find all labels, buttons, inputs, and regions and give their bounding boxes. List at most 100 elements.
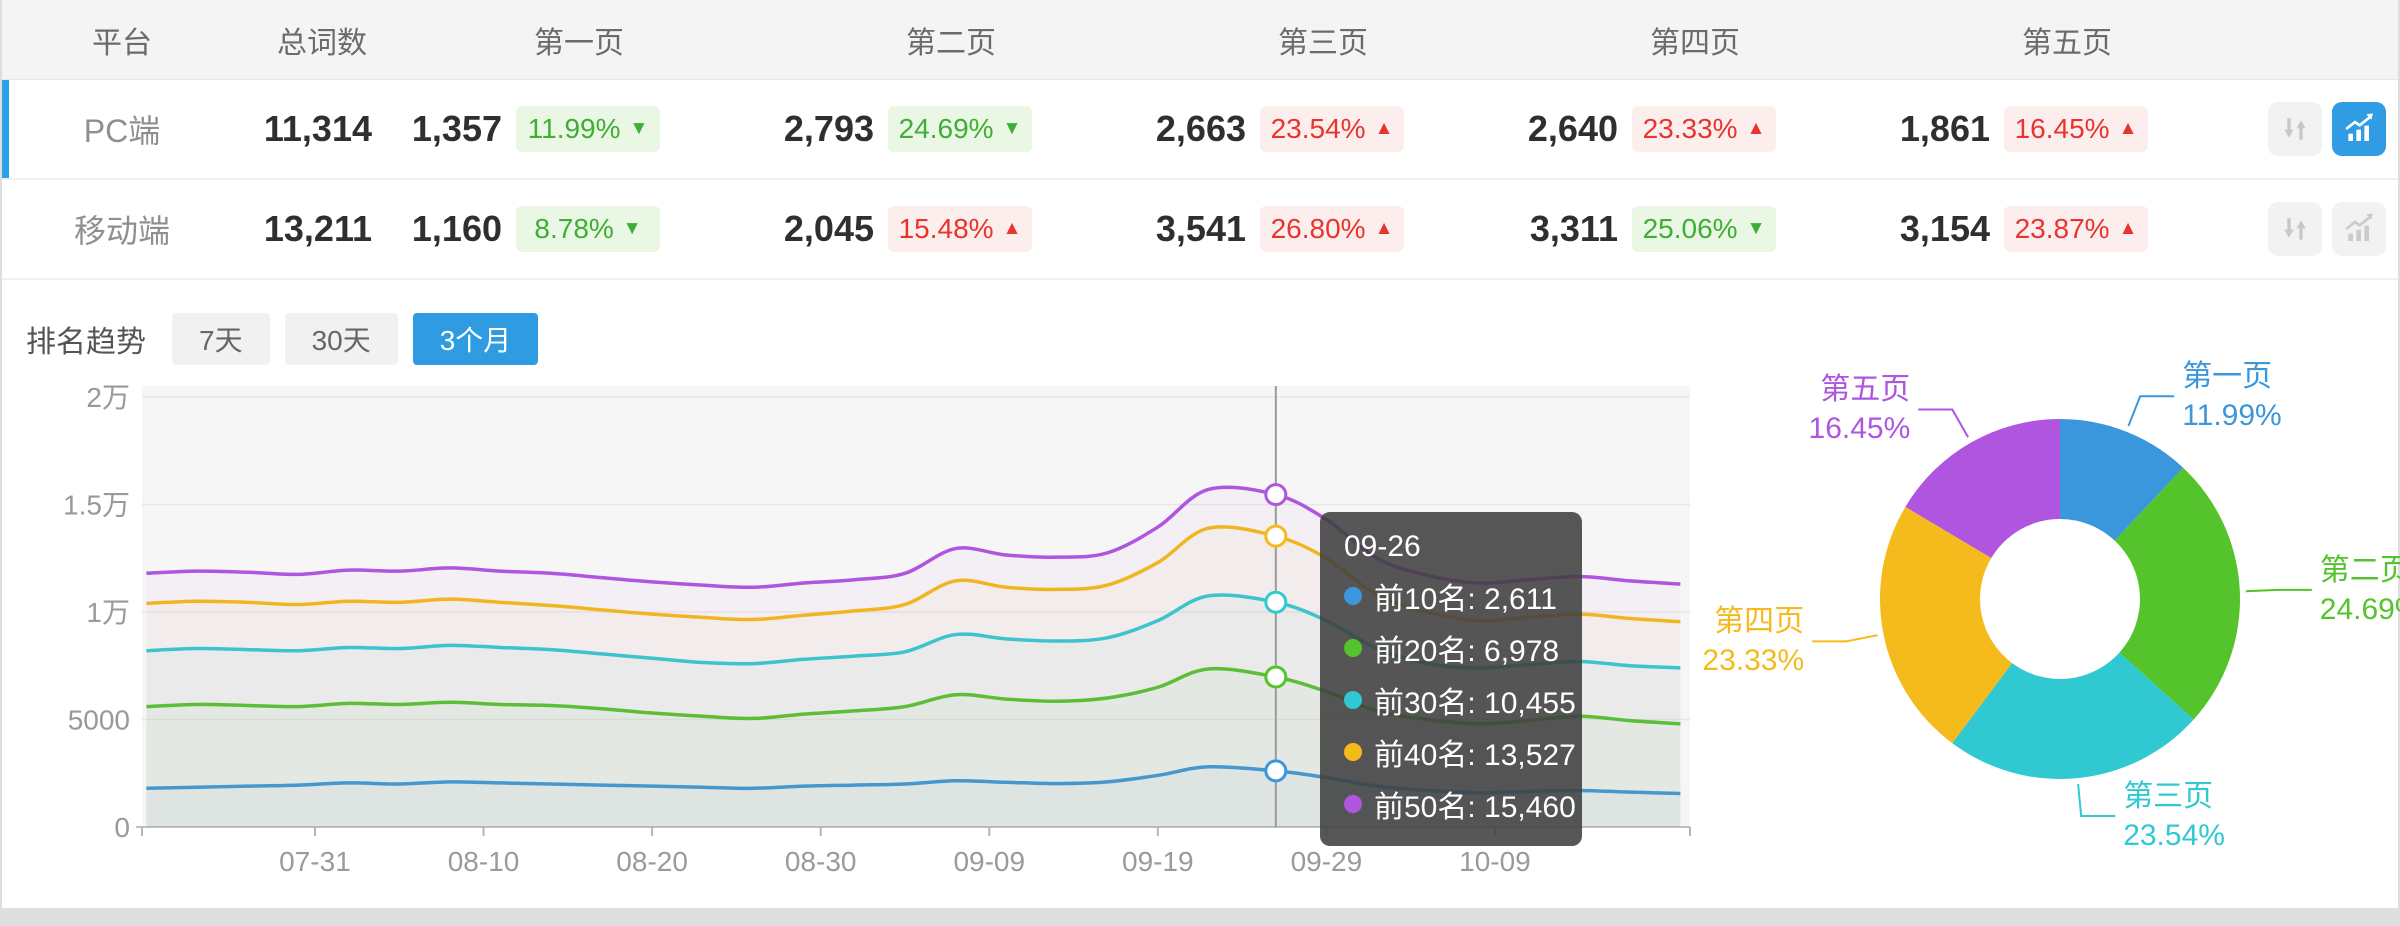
tooltip-row: 前30名: 10,455 <box>1344 678 1576 722</box>
chart-tooltip: 09-26 前10名: 2,611 前20名: 6,978 前30名: 10,455… <box>1320 512 1582 846</box>
trend-arrow-icon: ▼ <box>622 218 642 239</box>
pct-value: 23.87% <box>2014 213 2110 244</box>
slice-name: 第三页 <box>2123 779 2214 813</box>
dashboard-card: 平台 总词数 第一页 第二页 第三页 第四页 第五页 PC端 11,314 1,… <box>2 0 2400 908</box>
platform-label: PC端 <box>83 113 161 149</box>
trend-chart-button[interactable] <box>2332 202 2386 256</box>
page-distribution-donut-chart[interactable] <box>1652 356 2400 926</box>
page3-count: 3,541 <box>1155 208 1246 249</box>
slice-name: 第四页 <box>1714 605 1805 639</box>
tab-7days[interactable]: 7天 <box>172 313 270 365</box>
label-leader-line <box>2245 588 2312 593</box>
page2-count: 2,045 <box>783 208 874 249</box>
y-axis-tick-label: 1万 <box>86 597 130 628</box>
trend-tab-bar: 排名趋势 7天 30天 3个月 <box>26 312 2398 366</box>
page5-cell: 1,861 16.45% ▲ <box>1890 106 2262 152</box>
tooltip-row-text: 前20名: 6,978 <box>1374 635 1560 668</box>
table-row-pc[interactable]: PC端 11,314 1,357 11.99% ▼ 2,793 24.69% ▼ 2… <box>2 80 2398 180</box>
series-area-fill <box>146 668 1681 827</box>
pct-value: 23.33% <box>1642 113 1738 144</box>
trend-chart-icon <box>2345 213 2373 241</box>
col-header-page2: 第二页 <box>906 26 996 60</box>
series-area-fill <box>146 526 1681 827</box>
page4-count: 2,640 <box>1527 108 1618 149</box>
pct-value: 11.99% <box>527 113 621 144</box>
col-header-page5: 第五页 <box>2022 26 2112 60</box>
series-area-fill <box>146 487 1681 827</box>
trend-arrow-icon: ▼ <box>1746 218 1766 239</box>
sort-arrows-icon <box>2284 118 2306 140</box>
total-words-value: 13,211 <box>263 208 372 249</box>
charts-area: 爱站网 050001万1.5万2万07-3108-1008-2008-3009-… <box>2 360 2400 926</box>
trend-arrow-icon: ▲ <box>1374 118 1394 139</box>
series-area-fill <box>146 594 1681 827</box>
row-actions <box>2268 102 2398 156</box>
platform-label: 移动端 <box>73 213 170 249</box>
page1-cell: 1,357 11.99% ▼ <box>402 106 774 152</box>
page1-count: 1,160 <box>411 208 502 249</box>
x-axis-tick-label: 09-29 <box>1291 846 1363 877</box>
trend-chart-icon <box>2345 113 2373 141</box>
sort-arrows-icon <box>2284 218 2306 240</box>
x-axis-tick-label: 09-19 <box>1122 846 1194 877</box>
donut-label-第三页: 第三页 23.54% <box>2123 777 2225 855</box>
tab-3months[interactable]: 3个月 <box>412 313 539 365</box>
page3-change-badge: 23.54% ▲ <box>1260 106 1404 152</box>
hover-marker <box>1264 665 1288 689</box>
hover-marker <box>1264 483 1288 507</box>
pct-value: 26.80% <box>1270 213 1366 244</box>
donut-slice-第三页[interactable] <box>1952 652 2194 779</box>
trend-chart-button[interactable] <box>2332 102 2386 156</box>
y-axis-tick-label: 2万 <box>86 382 130 413</box>
label-leader-line <box>1812 634 1878 643</box>
table-row-mobile[interactable]: 移动端 13,211 1,160 8.78% ▼ 2,045 15.48% ▲ 3,… <box>2 180 2398 280</box>
page5-change-badge: 16.45% ▲ <box>2004 106 2148 152</box>
slice-percent: 23.33% <box>1702 644 1805 678</box>
sort-button[interactable] <box>2268 102 2322 156</box>
slice-percent: 16.45% <box>1808 412 1911 446</box>
x-axis-tick-label: 08-10 <box>448 846 520 877</box>
tooltip-row: 前40名: 13,527 <box>1344 730 1576 774</box>
page3-cell: 3,541 26.80% ▲ <box>1146 206 1518 252</box>
page5-cell: 3,154 23.87% ▲ <box>1890 206 2262 252</box>
donut-slice-第二页[interactable] <box>2114 467 2240 720</box>
page5-change-badge: 23.87% ▲ <box>2004 206 2148 252</box>
trend-arrow-icon: ▼ <box>629 118 649 139</box>
slice-name: 第一页 <box>2182 360 2273 394</box>
tooltip-row: 前50名: 15,460 <box>1344 782 1576 826</box>
donut-label-第二页: 第二页 24.69% <box>2320 551 2400 629</box>
tooltip-rows: 前10名: 2,611 前20名: 6,978 前30名: 10,455 前40名: … <box>1344 574 1576 826</box>
slice-percent: 23.54% <box>2123 818 2225 852</box>
label-leader-line <box>2077 784 2116 817</box>
x-axis-tick-label: 07-31 <box>279 846 351 877</box>
total-words-value: 11,314 <box>263 108 372 149</box>
page1-cell: 1,160 8.78% ▼ <box>402 206 774 252</box>
donut-slice-第五页[interactable] <box>1905 419 2060 559</box>
page1-count: 1,357 <box>411 108 502 149</box>
col-header-page4: 第四页 <box>1650 26 1740 60</box>
slice-name: 第五页 <box>1820 373 1911 407</box>
page3-count: 2,663 <box>1155 108 1246 149</box>
pct-value: 25.06% <box>1642 213 1738 244</box>
tooltip-row-text: 前10名: 2,611 <box>1374 583 1557 616</box>
tab-30days[interactable]: 30天 <box>284 313 398 365</box>
col-header-total: 总词数 <box>277 26 367 60</box>
donut-slice-第一页[interactable] <box>2060 419 2184 541</box>
page3-cell: 2,663 23.54% ▲ <box>1146 106 1518 152</box>
pct-value: 16.45% <box>2014 113 2110 144</box>
selected-row-indicator <box>2 80 9 178</box>
page4-count: 3,311 <box>1529 208 1618 249</box>
sort-button[interactable] <box>2268 202 2322 256</box>
y-axis-tick-label: 0 <box>114 812 130 843</box>
label-leader-line <box>2127 395 2175 427</box>
page2-change-badge: 15.48% ▲ <box>888 206 1032 252</box>
legend-dot-icon <box>1344 795 1362 813</box>
trend-arrow-icon: ▲ <box>1746 118 1766 139</box>
donut-label-第四页: 第四页 23.33% <box>1634 602 1804 680</box>
trend-arrow-icon: ▲ <box>2118 218 2138 239</box>
slice-percent: 24.69% <box>2319 592 2400 626</box>
trend-arrow-icon: ▲ <box>1374 218 1394 239</box>
legend-dot-icon <box>1344 639 1362 657</box>
x-axis-tick-label: 09-09 <box>953 846 1025 877</box>
donut-slice-第四页[interactable] <box>1880 506 2013 744</box>
